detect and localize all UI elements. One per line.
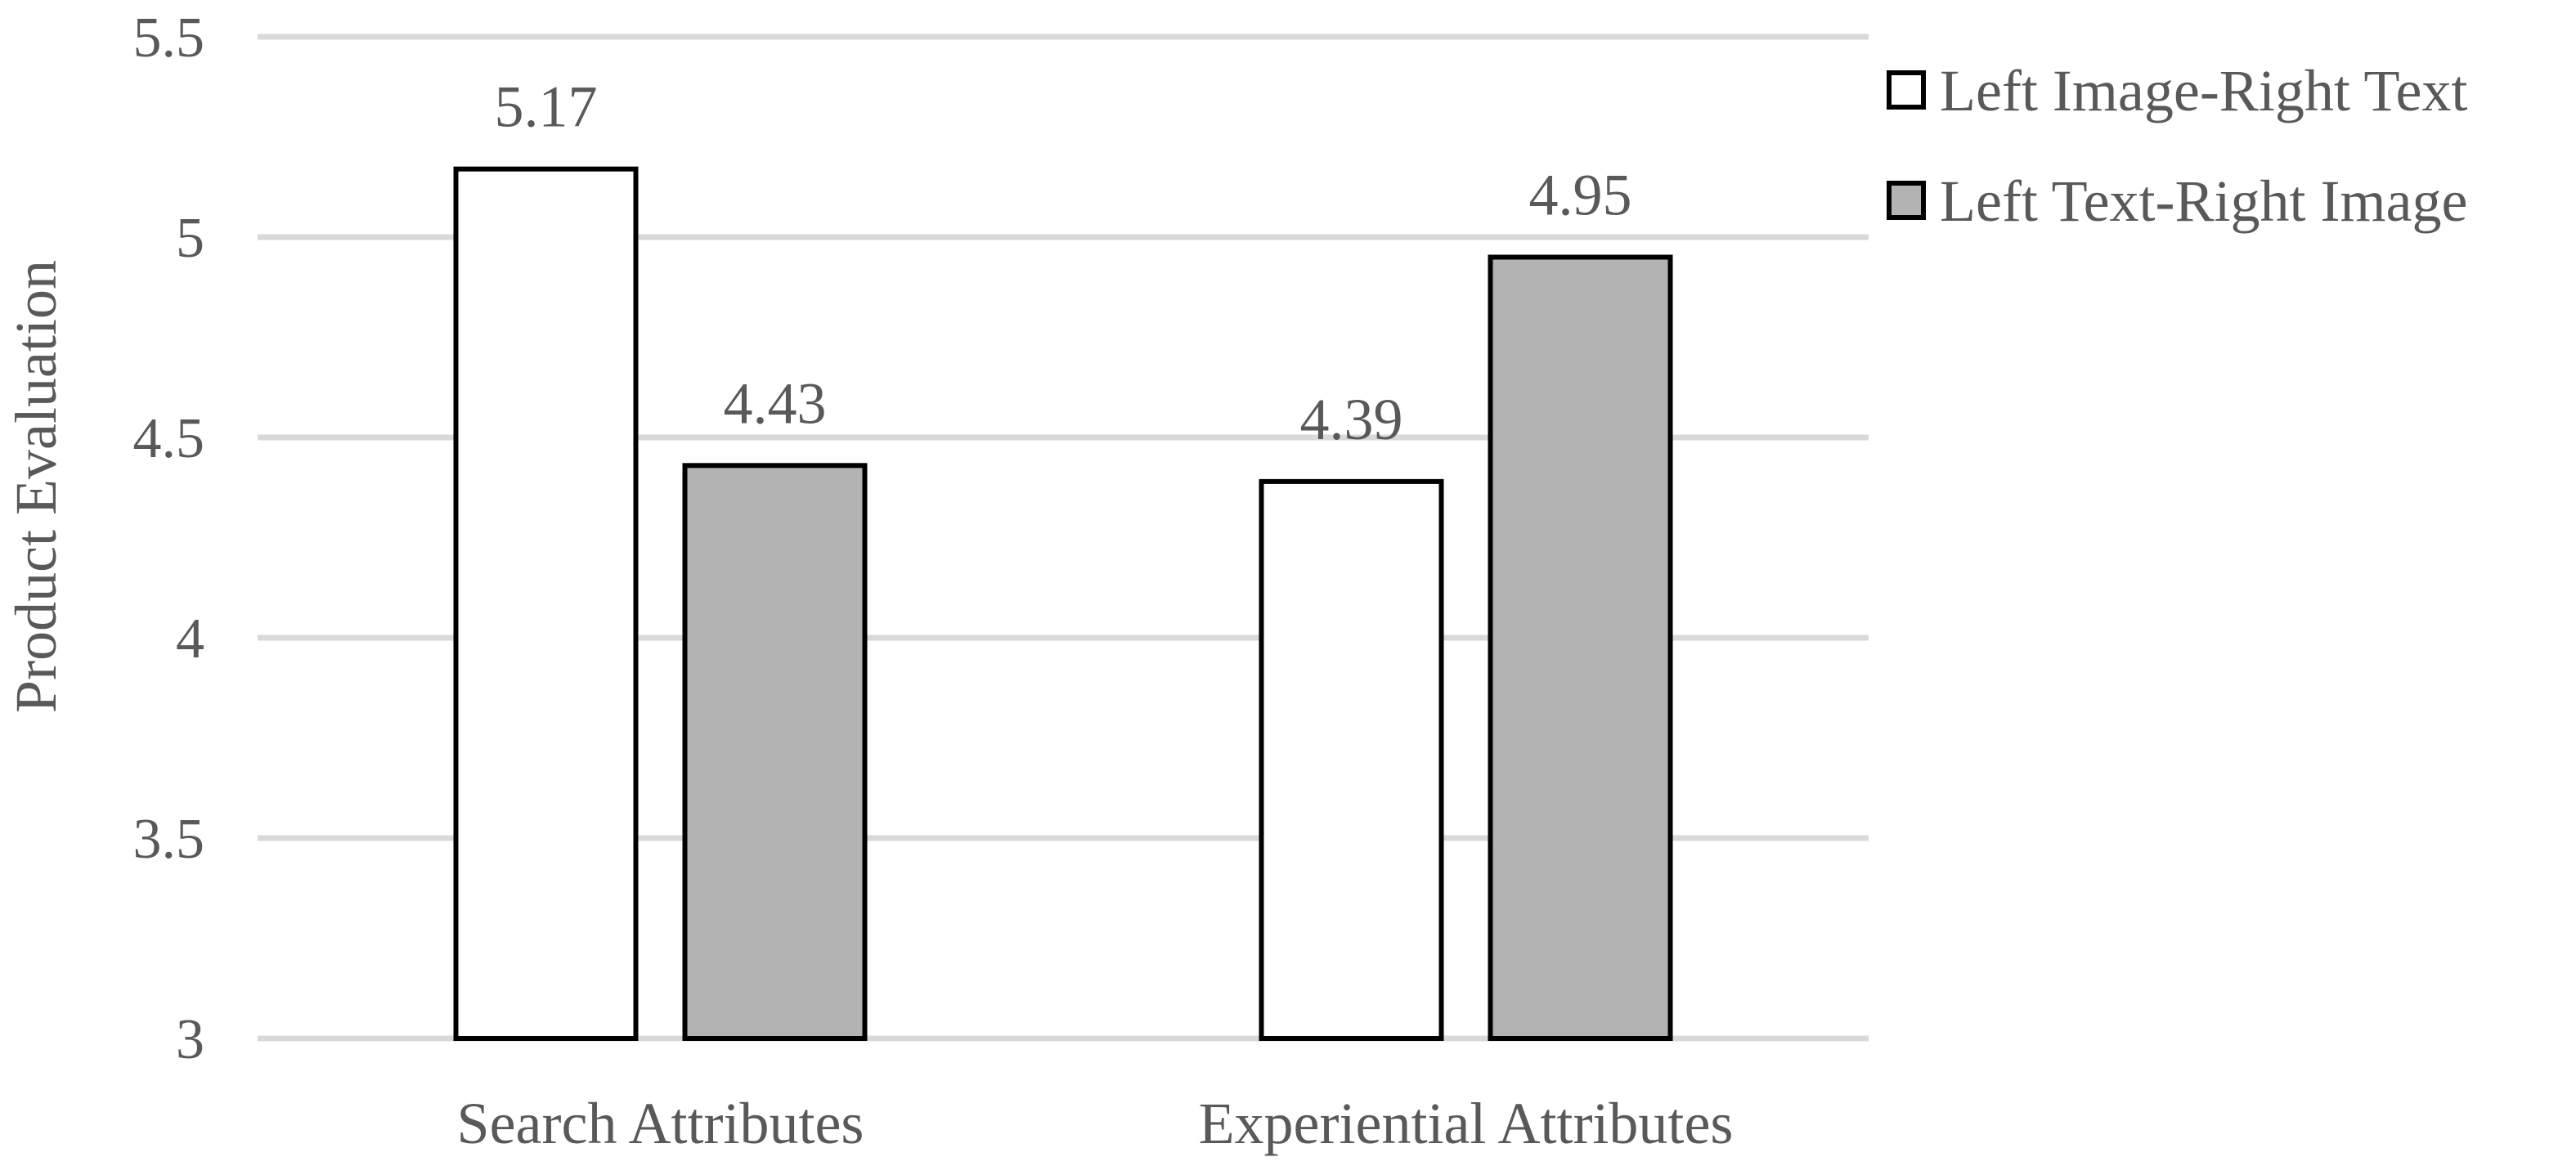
bar-left-text-right-image bbox=[682, 463, 868, 1041]
legend-swatch bbox=[1887, 181, 1926, 220]
data-label: 5.17 bbox=[495, 74, 598, 140]
bar-left-image-right-text bbox=[453, 166, 639, 1042]
data-labels: 5.17 4.43 4.39 4.95 bbox=[495, 74, 1632, 452]
y-tick-label: 4.5 bbox=[133, 407, 205, 470]
y-tick-label: 4 bbox=[176, 608, 204, 670]
legend: Left Image-Right Text Left Text-Right Ima… bbox=[1887, 58, 2467, 234]
legend-swatch bbox=[1887, 70, 1926, 110]
bars bbox=[453, 166, 1673, 1042]
bar-left-text-right-image bbox=[1488, 254, 1673, 1041]
data-label: 4.95 bbox=[1529, 163, 1632, 228]
y-axis-ticks: 3 3.5 4 4.5 5 5.5 bbox=[133, 7, 205, 1071]
legend-label: Left Text-Right Image bbox=[1940, 168, 2467, 234]
legend-label: Left Image-Right Text bbox=[1940, 58, 2467, 123]
y-tick-label: 5.5 bbox=[133, 7, 205, 70]
data-label: 4.43 bbox=[724, 370, 827, 436]
data-label: 4.39 bbox=[1300, 387, 1403, 452]
x-category-label: Search Attributes bbox=[457, 1091, 864, 1156]
y-tick-label: 3.5 bbox=[133, 808, 205, 871]
bar-left-image-right-text bbox=[1259, 478, 1444, 1041]
y-tick-label: 5 bbox=[176, 207, 204, 270]
y-tick-label: 3 bbox=[176, 1008, 204, 1071]
x-axis-categories: Search Attributes Experiential Attributes bbox=[457, 1091, 1734, 1156]
x-category-label: Experiential Attributes bbox=[1199, 1091, 1734, 1156]
y-axis-label: Product Evaluation bbox=[3, 260, 69, 713]
